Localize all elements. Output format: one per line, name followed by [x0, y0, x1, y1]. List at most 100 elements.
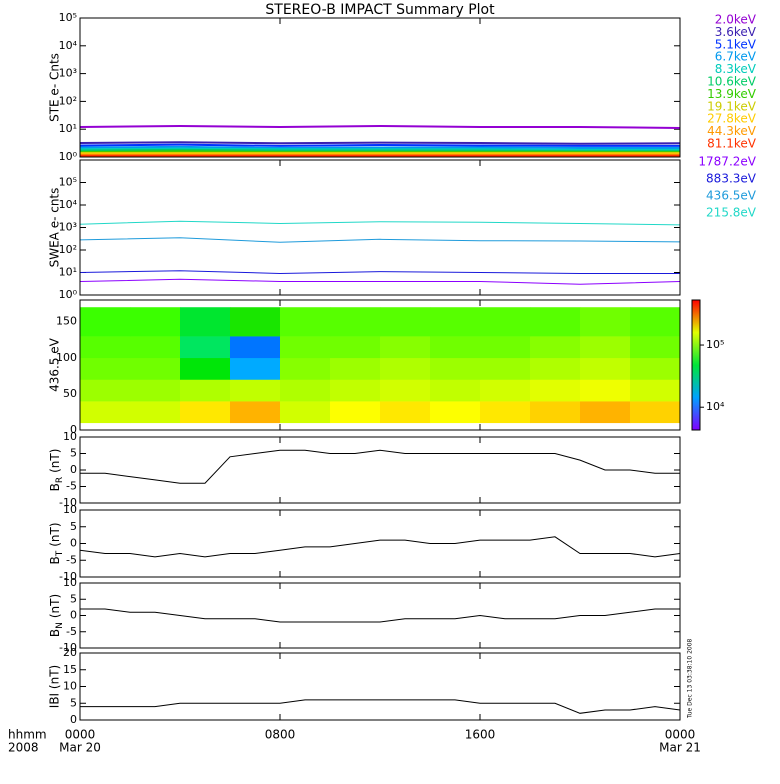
y-tick-label: 10⁴ [59, 198, 78, 211]
data-line [79, 147, 680, 151]
legend-entry: 3.6keV [715, 25, 757, 39]
y-tick-label: -10 [59, 570, 77, 583]
legend-entry: 2.0keV [715, 13, 757, 27]
data-line [80, 449, 680, 484]
data-line [79, 141, 681, 145]
y-tick-label: 10 [63, 430, 77, 443]
heat-cell [180, 379, 231, 402]
colorbar-tick-label: 10⁴ [706, 400, 725, 413]
y-label-unit: (nT) [48, 449, 62, 473]
heat-cell [530, 401, 581, 424]
heat-cell [180, 401, 231, 424]
heat-cell [280, 401, 331, 424]
heat-cell [480, 379, 531, 402]
y-tick-label: 10⁴ [59, 39, 78, 52]
heat-cell [580, 357, 631, 380]
y-tick-label: 0 [70, 463, 77, 476]
legend-entry: 436.5eV [706, 189, 757, 203]
y-tick-label: 15 [63, 663, 77, 676]
y-label-unit: (nT) [48, 594, 62, 618]
heat-cell [80, 307, 131, 337]
heat-cell [330, 401, 381, 424]
y-tick-label: 5 [70, 592, 77, 605]
y-tick-label: 10⁰ [59, 150, 78, 163]
y-tick-label: -5 [66, 553, 77, 566]
heat-cell [180, 336, 231, 359]
heat-cell [580, 336, 631, 359]
data-line [79, 124, 681, 129]
heat-cell [530, 357, 581, 380]
y-axis-label: BT (nT) [48, 522, 65, 564]
heat-cell [430, 336, 481, 359]
heat-cell [80, 379, 131, 402]
y-tick-label: 50 [63, 387, 77, 400]
legend-entry: 27.8keV [707, 112, 757, 126]
y-axis-label: 436.5 eV [48, 337, 62, 392]
y-label-subscript: R [55, 477, 65, 483]
y-tick-label: 10⁵ [59, 11, 77, 24]
y-label-subscript: T [55, 550, 65, 557]
heat-cell [430, 307, 481, 337]
heat-cell [330, 379, 381, 402]
colorbar-tick-label: 10⁵ [706, 338, 724, 351]
heat-cell [230, 357, 281, 380]
y-tick-label: 10¹ [59, 266, 77, 279]
x-tick-label: 0800 [265, 728, 296, 742]
legend-entry: 6.7keV [715, 50, 757, 64]
heat-cell [280, 307, 331, 337]
data-line [80, 699, 681, 714]
panel-frame [79, 582, 681, 649]
heat-cell [430, 401, 481, 424]
y-axis-label: BR (nT) [48, 449, 65, 492]
data-line [79, 536, 681, 558]
heat-cell [230, 336, 281, 359]
heat-cell [630, 307, 681, 337]
data-line [79, 143, 680, 147]
heat-cell [480, 307, 531, 337]
legend-entry: 5.1keV [715, 37, 757, 51]
y-tick-label: 150 [56, 315, 77, 328]
y-tick-label: 10 [63, 576, 77, 589]
heat-cell [380, 401, 431, 424]
heat-cell [330, 336, 381, 359]
heat-cell [380, 379, 431, 402]
data-line [79, 270, 680, 275]
heat-cell [480, 336, 531, 359]
legend-entry: 19.1keV [707, 99, 757, 113]
heat-cell [280, 357, 331, 380]
heat-cell [330, 357, 381, 380]
y-tick-label: 10¹ [59, 122, 77, 135]
x-tick-label: 0000 [665, 728, 696, 742]
heat-cell [230, 379, 281, 402]
y-tick-label: 10⁵ [59, 176, 77, 189]
heat-cell [430, 357, 481, 380]
y-tick-label: 10 [63, 680, 77, 693]
heat-cell [130, 357, 181, 380]
y-tick-label: 0 [70, 537, 77, 550]
heat-cell [630, 401, 681, 424]
heat-cell [180, 307, 231, 337]
legend-entry: 883.3eV [706, 172, 757, 186]
heat-cell [330, 307, 381, 337]
y-tick-label: 10⁰ [59, 288, 78, 301]
data-line [79, 145, 680, 150]
y-tick-label: 5 [70, 447, 77, 460]
legend-entry: 10.6keV [707, 75, 757, 89]
panel-frame [79, 159, 681, 296]
y-label-symbol: B [48, 483, 62, 491]
y-axis-label: BN (nT) [48, 594, 65, 637]
panel-frame [79, 436, 681, 504]
data-line [80, 608, 680, 623]
y-label-symbol: B [48, 556, 62, 564]
y-label-subscript: N [55, 622, 65, 629]
colorbar [691, 299, 701, 431]
heat-cell [580, 401, 631, 424]
y-tick-label: 0 [70, 609, 77, 622]
heat-cell [530, 307, 581, 337]
y-label-symbol: B [48, 629, 62, 637]
heat-cell [380, 336, 431, 359]
date-label: Mar 21 [659, 741, 701, 755]
y-axis-label: IBI (nT) [48, 665, 62, 708]
panel-frame [79, 17, 681, 158]
